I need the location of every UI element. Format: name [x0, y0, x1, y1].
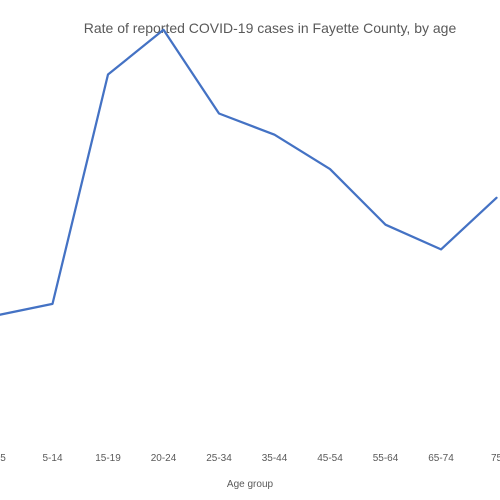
x-tick-label: 35-44	[262, 453, 288, 464]
x-tick-label: 5	[0, 453, 6, 464]
x-tick-label: 15-19	[95, 453, 121, 464]
x-tick-label: 75	[491, 453, 500, 464]
chart-title: Rate of reported COVID-19 cases in Fayet…	[84, 20, 457, 36]
x-tick-label: 45-54	[317, 453, 343, 464]
x-axis-title: Age group	[227, 479, 274, 490]
x-axis-tick-labels: 5 5-14 15-19 20-24 25-34 35-44 45-54 55-64 65-74…	[0, 453, 500, 464]
x-tick-label: 55-64	[373, 453, 399, 464]
x-tick-label: 65-74	[428, 453, 454, 464]
x-tick-label: 25-34	[206, 453, 232, 464]
x-tick-label: 5-14	[42, 453, 62, 464]
x-tick-label: 20-24	[151, 453, 177, 464]
series-line	[0, 28, 498, 316]
